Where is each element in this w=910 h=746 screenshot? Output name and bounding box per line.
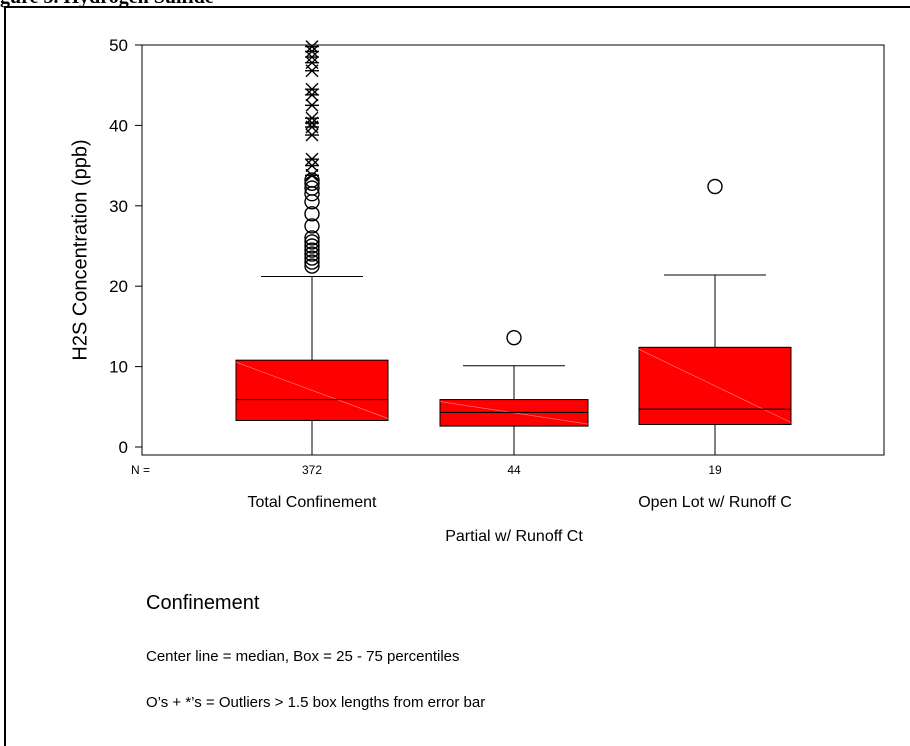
y-axis-label: H2S Concentration (ppb) (69, 139, 92, 361)
outlier-star (305, 168, 319, 182)
outlier-circle (304, 206, 320, 222)
box-group (235, 40, 389, 455)
n-count-label: 19 (708, 463, 722, 477)
outlier-star (305, 159, 319, 173)
x-axis-title: Confinement (146, 592, 260, 614)
outlier-star (305, 82, 319, 96)
y-tick-label: 10 (109, 358, 128, 377)
page-title: gure 3. Hydrogen Sulfide (0, 0, 214, 9)
figure-frame (4, 6, 910, 746)
outlier-circle (304, 175, 320, 191)
category-label: Partial w/ Runoff Ct (445, 528, 583, 545)
plot-area: 0 10 20 30 40 50 (109, 36, 885, 457)
outlier-star (305, 64, 319, 78)
outlier-circle (304, 218, 320, 234)
outlier-circle (506, 329, 522, 346)
outlier-star (305, 111, 319, 125)
outlier-circle (304, 246, 320, 262)
outlier-circle (304, 230, 320, 246)
box-group (638, 178, 792, 455)
y-tick-label: 20 (109, 277, 128, 296)
note-outliers: O’s + *’s = Outliers > 1.5 box lengths f… (146, 694, 486, 711)
outlier-circle (707, 178, 723, 195)
outlier-circle (304, 258, 320, 274)
n-count-label: 44 (507, 463, 521, 477)
y-axis: 0 10 20 30 40 50 (109, 36, 142, 457)
y-tick-label: 40 (109, 116, 128, 135)
outlier-star (305, 128, 319, 142)
y-tick-label: 50 (109, 36, 128, 55)
outlier-circle (304, 234, 320, 250)
outlier-circle (304, 250, 320, 266)
box-series (235, 40, 792, 455)
outlier-star (305, 152, 319, 166)
n-count-label: 372 (301, 463, 323, 477)
outlier-circle (304, 254, 320, 270)
n-label: N = (131, 463, 151, 477)
outlier-star (305, 40, 319, 54)
note-median: Center line = median, Box = 25 - 75 perc… (146, 648, 460, 665)
box-group (439, 329, 589, 455)
category-label: Open Lot w/ Runoff C (638, 494, 792, 511)
box-sheen (638, 349, 792, 423)
box-sheen (235, 361, 389, 419)
outlier-circle (304, 180, 320, 196)
outlier-circle (304, 238, 320, 254)
outlier-circle (304, 172, 320, 188)
outlier-circle (304, 242, 320, 258)
y-tick-label: 0 (119, 438, 128, 457)
outlier-star (305, 98, 319, 112)
y-tick-label: 30 (109, 197, 128, 216)
category-label: Total Confinement (247, 494, 377, 511)
plot-border (141, 44, 885, 456)
